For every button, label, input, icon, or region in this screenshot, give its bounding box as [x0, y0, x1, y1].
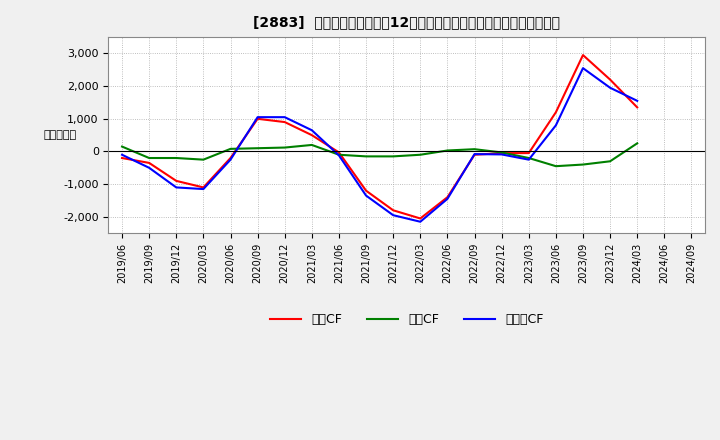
投資CF [552, 164, 560, 169]
フリーCF [199, 187, 207, 192]
フリーCF [552, 123, 560, 128]
フリーCF [253, 114, 262, 120]
フリーCF [498, 152, 506, 157]
投資CF [443, 148, 451, 153]
投資CF [606, 159, 614, 164]
フリーCF [172, 185, 181, 190]
Y-axis label: （百万円）: （百万円） [44, 130, 77, 140]
営業CF [443, 194, 451, 200]
投資CF [172, 155, 181, 161]
フリーCF [361, 193, 370, 198]
フリーCF [226, 157, 235, 162]
投資CF [470, 147, 479, 152]
投資CF [579, 162, 588, 167]
営業CF [145, 160, 153, 165]
営業CF [280, 119, 289, 125]
投資CF [145, 155, 153, 161]
Title: [2883]  キャッシュフローの12か月移動合計の対前年同期増減額の推移: [2883] キャッシュフローの12か月移動合計の対前年同期増減額の推移 [253, 15, 560, 29]
営業CF [470, 152, 479, 158]
フリーCF [633, 98, 642, 103]
投資CF [633, 141, 642, 146]
フリーCF [606, 85, 614, 90]
フリーCF [280, 114, 289, 120]
投資CF [335, 152, 343, 158]
投資CF [280, 145, 289, 150]
投資CF [118, 144, 127, 149]
投資CF [498, 150, 506, 155]
投資CF [416, 152, 425, 158]
投資CF [307, 142, 316, 147]
営業CF [118, 155, 127, 161]
営業CF [335, 150, 343, 155]
Line: 営業CF: 営業CF [122, 55, 637, 219]
フリーCF [470, 151, 479, 157]
フリーCF [145, 165, 153, 170]
投資CF [253, 146, 262, 151]
Line: フリーCF: フリーCF [122, 68, 637, 222]
フリーCF [335, 153, 343, 158]
営業CF [361, 188, 370, 193]
営業CF [416, 216, 425, 221]
営業CF [579, 52, 588, 58]
投資CF [199, 157, 207, 162]
営業CF [524, 150, 533, 156]
フリーCF [307, 128, 316, 133]
営業CF [552, 110, 560, 115]
フリーCF [443, 196, 451, 202]
営業CF [606, 77, 614, 82]
フリーCF [389, 213, 397, 218]
フリーCF [118, 152, 127, 158]
フリーCF [524, 157, 533, 162]
営業CF [199, 185, 207, 190]
投資CF [389, 154, 397, 159]
営業CF [389, 208, 397, 213]
投資CF [524, 155, 533, 161]
営業CF [226, 155, 235, 161]
投資CF [226, 146, 235, 151]
Line: 投資CF: 投資CF [122, 143, 637, 166]
営業CF [253, 116, 262, 121]
Legend: 営業CF, 投資CF, フリーCF: 営業CF, 投資CF, フリーCF [265, 308, 549, 331]
投資CF [361, 154, 370, 159]
営業CF [498, 150, 506, 156]
フリーCF [416, 219, 425, 224]
営業CF [172, 178, 181, 183]
フリーCF [579, 66, 588, 71]
営業CF [307, 132, 316, 138]
営業CF [633, 105, 642, 110]
